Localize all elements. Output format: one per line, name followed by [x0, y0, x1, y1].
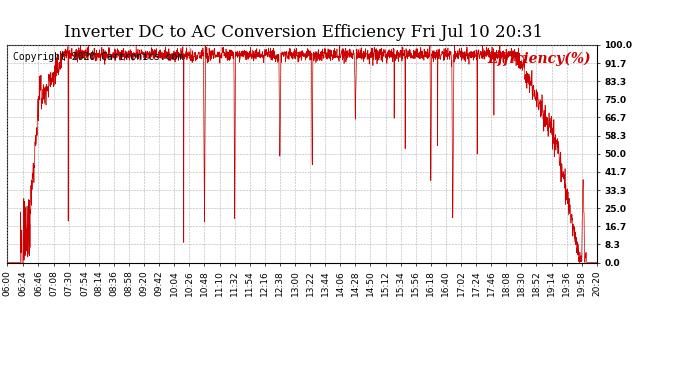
Text: Inverter DC to AC Conversion Efficiency Fri Jul 10 20:31: Inverter DC to AC Conversion Efficiency … [64, 24, 543, 41]
Text: Efficiency(%): Efficiency(%) [487, 51, 591, 66]
Text: Copyright 2020 Cartronics.com: Copyright 2020 Cartronics.com [13, 51, 183, 62]
